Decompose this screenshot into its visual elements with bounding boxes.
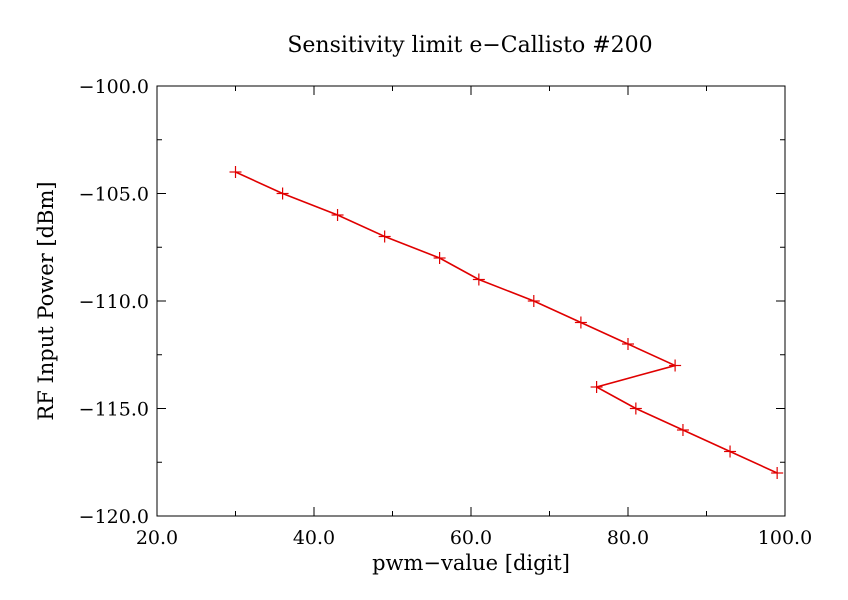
data-point [433,252,446,264]
y-tick-label: −100.0 [79,76,149,98]
data-point [472,273,485,286]
plot-frame [156,85,786,517]
y-tick-label: −120.0 [79,506,149,528]
data-point [771,467,784,479]
data-point [574,316,587,329]
x-tick-label: 20.0 [136,527,178,549]
y-tick-label: −110.0 [79,291,149,313]
chart-title: Sensitivity limit e−Callisto #200 [287,33,652,58]
data-point [676,424,689,436]
data-point [276,187,289,200]
data-point [229,166,242,178]
x-tick-label: 100.0 [758,527,812,549]
axis-ticks [156,85,786,517]
y-tick-label: −115.0 [79,399,149,421]
x-tick-label: 40.0 [293,527,335,549]
data-point [669,359,682,372]
data-point [622,338,634,350]
data-point [331,209,344,221]
data-point [527,295,540,307]
series-line [235,171,778,474]
data-point [378,230,391,243]
x-axis-label: pwm−value [digit] [372,551,570,575]
series-group [229,166,784,479]
axis-tick-labels: 20.0 40.0 60.0 80.0 100.0 −100.0 −105.0 −110.0 −… [79,76,813,549]
x-tick-label: 80.0 [607,527,649,549]
data-point [629,402,642,415]
y-axis-label: RF Input Power [dBm] [34,181,58,420]
y-tick-label: −105.0 [79,184,149,206]
data-point [590,381,603,393]
x-tick-label: 60.0 [450,527,492,549]
data-point [724,445,737,458]
